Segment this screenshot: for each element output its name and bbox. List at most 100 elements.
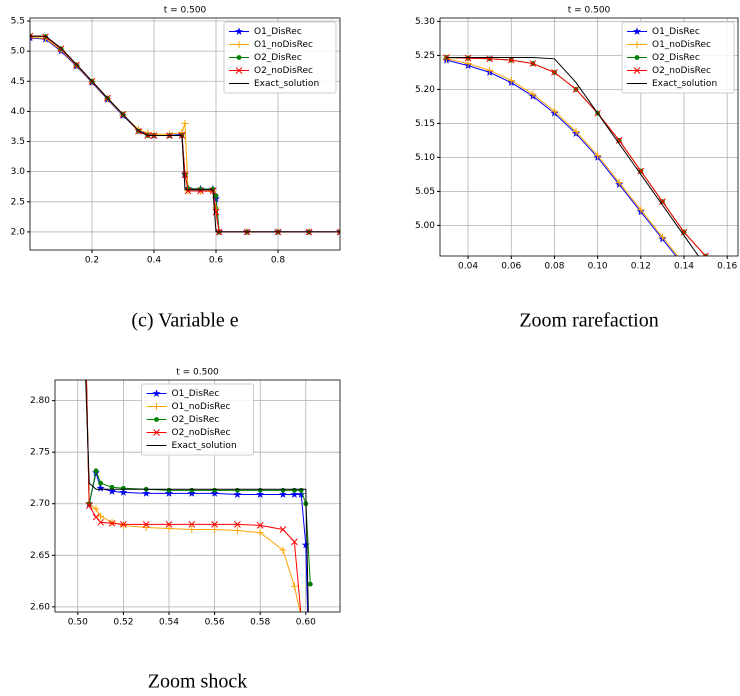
x-tick-label: 0.4 [147,256,162,266]
x-tick-label: 0.54 [159,618,179,628]
marker [572,86,580,93]
marker [256,529,264,537]
marker [97,512,105,520]
legend-box [141,383,254,456]
y-tick-label: 5.30 [415,17,435,27]
subplot-title: t = 0.500 [176,368,219,378]
legend-label: Exact_solution [254,79,319,89]
marker [181,171,189,179]
marker [81,293,89,301]
legend-label: O2_noDisRec [652,66,711,76]
caption: Zoom shock [148,671,247,693]
series-line [30,35,340,233]
marker [85,502,93,510]
legend-label: O1_noDisRec [254,40,313,50]
marker [725,284,730,289]
y-tick-label: 5.10 [415,153,435,163]
marker [211,526,219,534]
legend-marker [634,55,640,60]
marker [594,151,602,159]
marker [142,523,150,531]
x-tick-label: 0.12 [631,262,651,272]
x-tick-label: 0.52 [113,618,133,628]
marker [234,521,241,528]
marker [165,521,173,528]
marker [297,490,306,498]
x-tick-label: 0.16 [717,262,737,272]
marker [233,527,241,535]
x-tick-label: 0.50 [68,618,88,628]
marker [233,490,242,498]
marker [97,518,104,526]
marker [702,288,709,295]
x-tick-label: 0.14 [674,262,694,272]
marker [702,252,709,256]
y-tick-label: 3.5 [11,137,25,147]
legend-marker [633,41,641,48]
legend-label: Exact_solution [652,79,717,89]
marker [529,90,537,98]
legend-box [621,21,735,94]
y-tick-label: 2.5 [11,197,25,207]
marker [336,228,340,236]
marker [443,54,450,61]
x-tick-label: 0.56 [205,618,225,628]
subplot-title: t = 0.500 [164,6,207,16]
legend-marker [152,389,161,397]
x-tick-label: 0.10 [588,262,608,272]
marker [637,167,645,175]
legend-marker [236,55,242,60]
marker [108,487,116,495]
marker [464,60,472,68]
marker [81,294,88,301]
marker [120,521,127,528]
marker [119,488,128,496]
series-line [85,380,301,612]
marker [658,233,666,241]
legend-marker [153,403,160,410]
legend-label: O1_noDisRec [652,40,711,50]
x-tick-label: 0.04 [458,262,478,272]
marker [659,198,666,205]
marker [280,487,286,493]
marker [256,490,265,498]
marker [142,521,150,528]
series-line [446,56,707,256]
marker [166,487,172,493]
x-tick-label: 0.06 [501,262,521,272]
marker [290,490,299,498]
legend-label: O2_DisRec [254,53,302,63]
x-tick-label: 0.60 [296,618,316,628]
marker [213,193,219,199]
marker [637,206,645,214]
marker [93,468,99,474]
marker [486,55,494,63]
marker [724,284,730,290]
marker [30,33,34,41]
plot-area [442,54,730,295]
caption: Zoom rarefaction [519,310,658,332]
marker [529,60,537,67]
marker [181,119,189,127]
x-tick-label: 0.6 [209,256,224,266]
marker [290,582,298,590]
marker [82,295,88,301]
marker [507,77,515,85]
marker [108,518,116,526]
series-line [446,59,677,256]
caption: (c) Variable e [131,310,238,332]
y-tick-label: 5.15 [415,119,435,129]
marker [550,107,558,115]
marker [165,489,173,497]
marker [615,137,623,144]
marker [92,505,100,513]
marker [189,487,195,493]
marker [210,489,219,497]
x-tick-label: 0.58 [250,618,270,628]
y-tick-label: 5.05 [415,187,435,197]
x-tick-label: 0.8 [271,256,286,266]
y-tick-label: 2.60 [30,602,50,612]
x-tick-label: 0.2 [85,256,99,266]
marker [187,489,196,497]
